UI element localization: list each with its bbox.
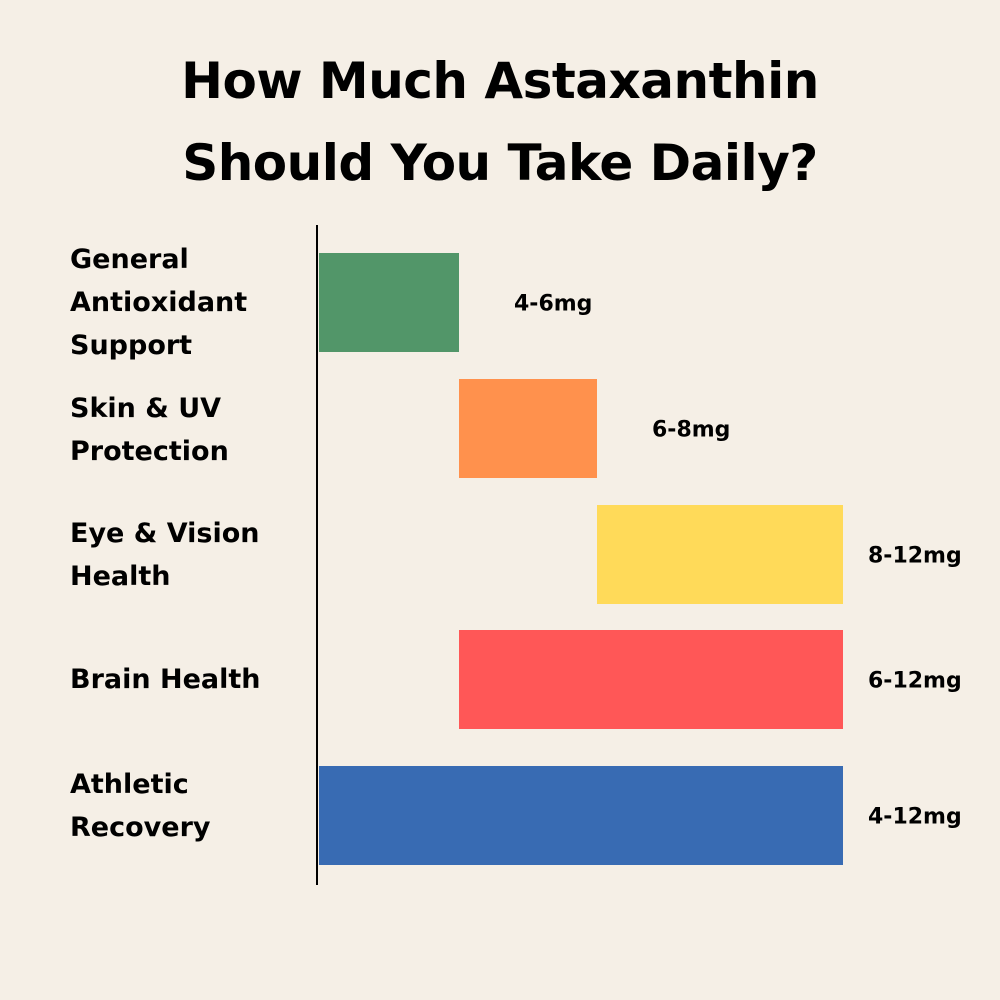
data-label: 4-12mg	[868, 805, 962, 830]
category-label: General Antioxidant Support	[70, 244, 248, 361]
category-label: Brain Health	[70, 664, 261, 695]
chart-title: How Much Astaxanthin Should You Take Dai…	[0, 40, 1000, 204]
category-label: Athletic Recovery	[70, 769, 211, 843]
range-bar	[319, 253, 459, 352]
category-label: Skin & UV Protection	[70, 393, 229, 467]
range-bar	[459, 379, 597, 478]
title-line-2: Should You Take Daily?	[182, 134, 818, 192]
data-label: 8-12mg	[868, 544, 962, 569]
category-label: Eye & Vision Health	[70, 518, 260, 592]
range-bar	[459, 630, 843, 729]
data-label: 4-6mg	[514, 292, 592, 317]
data-label: 6-12mg	[868, 669, 962, 694]
range-bar	[319, 766, 843, 865]
title-line-1: How Much Astaxanthin	[181, 52, 819, 110]
data-label: 6-8mg	[652, 418, 730, 443]
range-bar	[597, 505, 843, 604]
